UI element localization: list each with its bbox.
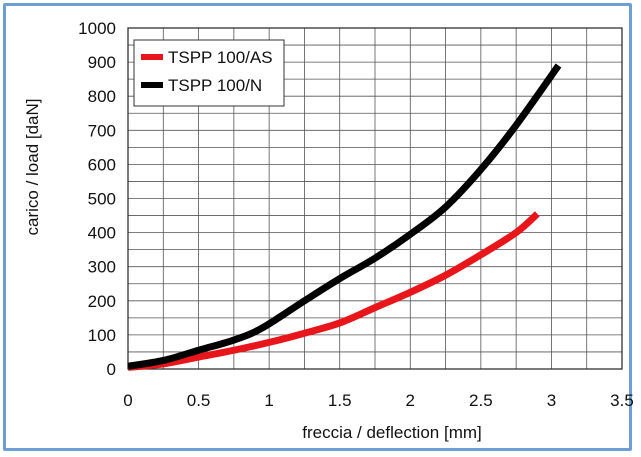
- series-line-tspp-100-as: [127, 211, 540, 371]
- plot-border: [127, 27, 623, 370]
- x-tick-label: 2: [406, 391, 415, 410]
- x-tick-label: 3: [547, 391, 556, 410]
- legend-swatch-n: [141, 82, 163, 88]
- y-tick-label: 0: [107, 360, 116, 379]
- grid: [127, 27, 623, 370]
- x-tick-label: 1: [264, 391, 273, 410]
- x-tick-labels: 0 0.5 1 1.5 2 2.5 3 3.5: [123, 391, 634, 410]
- x-tick-label: 2.5: [469, 391, 493, 410]
- legend: TSPP 100/AS TSPP 100/N: [133, 39, 285, 107]
- legend-label-as: TSPP 100/AS: [168, 48, 273, 67]
- legend-swatch-as: [141, 54, 163, 60]
- y-tick-label: 200: [88, 292, 116, 311]
- x-tick-label: 0: [123, 391, 132, 410]
- legend-label-n: TSPP 100/N: [168, 76, 262, 95]
- series-line-tspp-100-n: [127, 63, 562, 370]
- y-tick-labels: 0 100 200 300 400 500 600 700 800 900 1000: [78, 19, 116, 379]
- legend-box: [133, 39, 285, 107]
- y-tick-label: 100: [88, 326, 116, 345]
- y-tick-label: 300: [88, 258, 116, 277]
- y-tick-label: 900: [88, 53, 116, 72]
- series-lines: [127, 63, 562, 371]
- x-tick-label: 0.5: [187, 391, 211, 410]
- y-tick-label: 600: [88, 155, 116, 174]
- y-tick-label: 800: [88, 87, 116, 106]
- y-tick-label: 400: [88, 224, 116, 243]
- y-tick-label: 1000: [78, 19, 116, 38]
- y-axis-label: carico / load [daN]: [23, 98, 42, 235]
- x-axis-label: freccia / deflection [mm]: [302, 423, 482, 442]
- y-tick-label: 500: [88, 190, 116, 209]
- x-tick-label: 1.5: [328, 391, 352, 410]
- x-tick-label: 3.5: [610, 391, 634, 410]
- y-tick-label: 700: [88, 121, 116, 140]
